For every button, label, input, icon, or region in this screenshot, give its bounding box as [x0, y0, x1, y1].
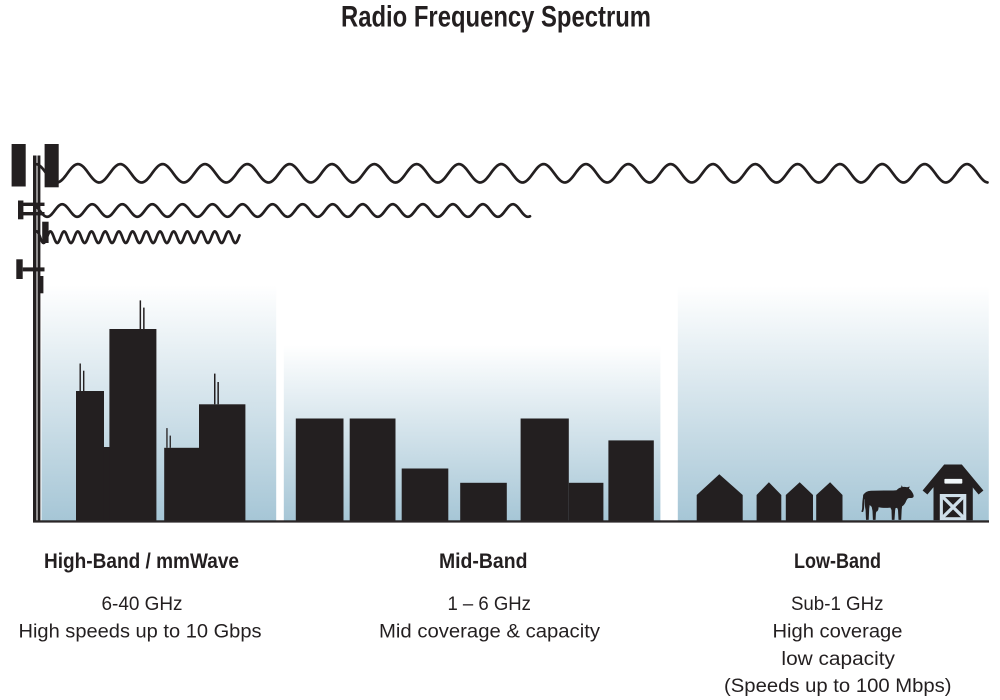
svg-text:High coverage: High coverage: [773, 621, 903, 642]
svg-text:High-Band / mmWave: High-Band / mmWave: [44, 550, 239, 573]
svg-text:1 – 6 GHz: 1 – 6 GHz: [447, 594, 531, 615]
svg-text:low capacity: low capacity: [781, 649, 895, 670]
svg-text:Mid coverage & capacity: Mid coverage & capacity: [379, 621, 601, 642]
svg-text:Low-Band: Low-Band: [794, 550, 881, 573]
svg-text:(Speeds up to 100 Mbps): (Speeds up to 100 Mbps): [724, 676, 952, 697]
svg-text:Radio Frequency Spectrum: Radio Frequency Spectrum: [341, 1, 651, 34]
svg-text:6-40 GHz: 6-40 GHz: [102, 594, 183, 615]
svg-text:High speeds up to 10 Gbps: High speeds up to 10 Gbps: [19, 621, 262, 642]
svg-text:Mid-Band: Mid-Band: [439, 550, 528, 573]
svg-text:Sub-1 GHz: Sub-1 GHz: [791, 594, 884, 615]
